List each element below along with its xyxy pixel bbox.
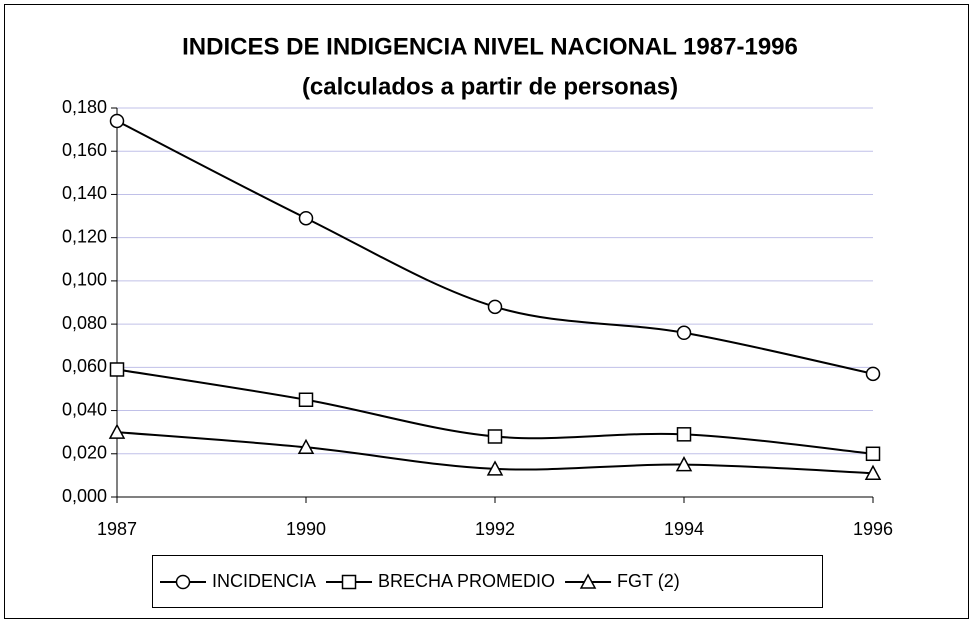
x-tick-label: 1994: [664, 519, 704, 539]
y-tick-label: 0,040: [62, 399, 107, 419]
marker-triangle: [486, 460, 504, 476]
chart-subtitle: (calculados a partir de personas): [302, 73, 678, 100]
y-tick-label: 0,000: [62, 486, 107, 506]
marker-circle: [109, 113, 125, 129]
marker-square: [341, 574, 357, 590]
y-tick-label: 0,160: [62, 140, 107, 160]
marker-triangle: [579, 573, 597, 589]
marker-triangle: [108, 423, 126, 439]
marker-square: [676, 427, 692, 442]
x-tick-label: 1990: [286, 519, 326, 539]
marker-square: [298, 392, 314, 407]
marker-square: [865, 446, 881, 462]
y-tick-label: 0,180: [62, 97, 107, 117]
y-tick-label: 0,120: [62, 226, 107, 246]
chart-title: INDICES DE INDIGENCIA NIVEL NACIONAL 198…: [182, 33, 798, 60]
y-tick-label: 0,140: [62, 183, 107, 203]
legend-label: FGT (2): [617, 571, 680, 591]
marker-circle: [487, 299, 503, 315]
legend-label: BRECHA PROMEDIO: [378, 571, 555, 591]
legend-box: [152, 555, 823, 608]
marker-circle: [865, 366, 881, 382]
marker-triangle: [864, 464, 882, 480]
marker-circle: [175, 574, 191, 590]
y-tick-label: 0,020: [62, 443, 107, 463]
marker-circle: [676, 325, 692, 341]
y-tick-label: 0,060: [62, 356, 107, 376]
y-tick-label: 0,080: [62, 313, 107, 333]
marker-triangle: [675, 456, 693, 472]
chart-frame: [4, 4, 969, 619]
marker-square: [109, 362, 125, 377]
marker-triangle: [297, 438, 315, 455]
y-tick-label: 0,100: [62, 270, 107, 290]
x-tick-label: 1992: [475, 519, 515, 539]
x-tick-label: 1996: [853, 519, 893, 539]
legend-label: INCIDENCIA: [212, 571, 316, 591]
x-tick-label: 1987: [97, 519, 137, 539]
marker-circle: [298, 210, 314, 226]
marker-square: [487, 429, 503, 444]
